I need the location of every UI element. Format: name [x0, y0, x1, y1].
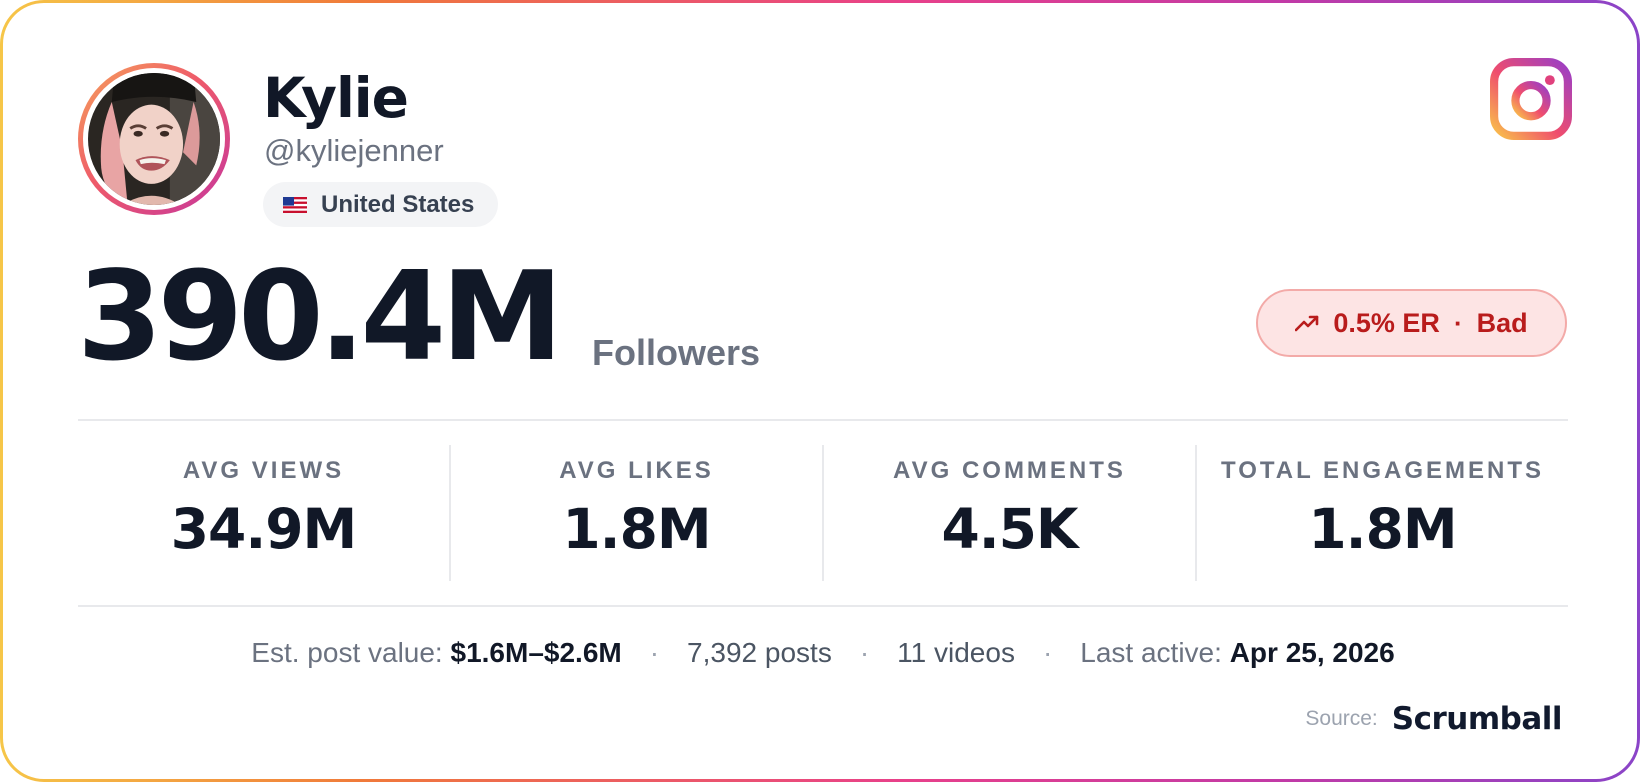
meta-separator: ·	[649, 637, 660, 668]
country-label: United States	[321, 190, 475, 218]
stat-value: 1.8M	[562, 497, 711, 561]
last-active-date: Apr 25, 2026	[1229, 637, 1395, 668]
engagement-rate-value: 0.5% ER	[1333, 307, 1440, 338]
followers-label: Followers	[592, 332, 761, 373]
avatar[interactable]	[88, 73, 220, 205]
meta-separator: ·	[1042, 637, 1053, 668]
divider-top	[78, 419, 1568, 421]
stat-avg-likes: AVG LIKES 1.8M	[451, 445, 824, 581]
divider-bottom	[78, 605, 1568, 607]
country-badge: United States	[263, 182, 499, 227]
meta-row: Est. post value: $1.6M–$2.6M · 7,392 pos…	[3, 633, 1640, 673]
posts-count: 7,392 posts	[687, 637, 832, 668]
profile-name: Kylie	[263, 66, 409, 130]
videos-count: 11 videos	[897, 637, 1015, 668]
followers-count: 390.4M	[77, 246, 563, 389]
source-attribution: Source: Scrumball	[1305, 701, 1562, 737]
meta-separator: ·	[859, 637, 870, 668]
post-value: Est. post value: $1.6M–$2.6M	[251, 633, 621, 673]
stat-label: AVG COMMENTS	[893, 457, 1126, 484]
engagement-separator: ·	[1453, 307, 1463, 338]
us-flag-icon	[283, 196, 307, 213]
stat-label: AVG VIEWS	[182, 457, 345, 484]
engagement-rate-badge: 0.5% ER · Bad	[1256, 289, 1567, 357]
stat-label: AVG LIKES	[559, 457, 714, 484]
post-value-amount: $1.6M–$2.6M	[450, 637, 622, 668]
post-value-label: Est. post value:	[251, 637, 443, 668]
stat-value: 34.9M	[170, 497, 357, 561]
profile-card: Kylie @kyliejenner United States	[3, 3, 1637, 779]
scrumball-logo[interactable]: Scrumball	[1391, 701, 1563, 737]
profile-handle[interactable]: @kyliejenner	[264, 133, 444, 168]
engagement-rating: Bad	[1476, 307, 1528, 338]
stat-avg-comments: AVG COMMENTS 4.5K	[824, 445, 1197, 581]
stat-total-engagements: TOTAL ENGAGEMENTS 1.8M	[1197, 445, 1568, 581]
stat-avg-views: AVG VIEWS 34.9M	[78, 445, 451, 581]
trending-up-icon	[1295, 315, 1319, 332]
instagram-icon[interactable]	[1490, 58, 1572, 140]
stat-label: TOTAL ENGAGEMENTS	[1220, 457, 1544, 484]
stat-value: 1.8M	[1308, 497, 1457, 561]
last-active: Last active: Apr 25, 2026	[1080, 633, 1394, 673]
stats-row: AVG VIEWS 34.9M AVG LIKES 1.8M AVG COMME…	[78, 445, 1568, 581]
avatar-ring	[78, 63, 230, 215]
stat-value: 4.5K	[941, 497, 1078, 561]
source-label: Source:	[1305, 707, 1378, 730]
last-active-label: Last active:	[1080, 637, 1222, 668]
